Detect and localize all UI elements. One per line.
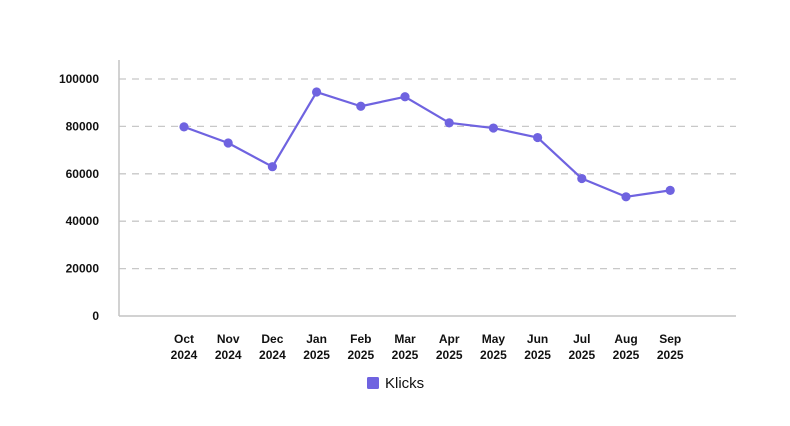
data-point — [179, 122, 189, 132]
y-tick-label: 40000 — [66, 214, 100, 228]
x-tick-label-year: 2025 — [436, 348, 463, 362]
data-point — [223, 138, 233, 148]
x-tick-label-month: Feb — [350, 332, 371, 346]
axis-layer: 0 20000 40000 60000 80000 100000 Oct 2024 Nov 202… — [59, 60, 736, 362]
x-tick-label-month: Dec — [261, 332, 283, 346]
y-tick-label: 80000 — [66, 119, 100, 133]
x-tick-label-year: 2025 — [568, 348, 595, 362]
data-point — [621, 192, 631, 202]
x-tick-label-month: Sep — [659, 332, 681, 346]
x-tick-label-year: 2025 — [392, 348, 419, 362]
legend-swatch — [367, 377, 379, 389]
legend-label: Klicks — [385, 375, 424, 392]
data-point — [356, 101, 366, 111]
grid-layer — [119, 78, 736, 270]
x-tick-label-month: Jan — [306, 332, 327, 346]
x-tick-label-month: Jun — [527, 332, 548, 346]
data-point — [533, 132, 543, 143]
x-tick-label-month: May — [482, 332, 506, 346]
series-layer — [179, 87, 675, 202]
x-tick-label-year: 2025 — [480, 348, 507, 362]
data-point — [444, 118, 454, 128]
x-tick-label-year: 2025 — [524, 348, 551, 362]
data-point — [400, 92, 410, 102]
legend: Klicks — [367, 375, 424, 392]
x-tick-label-month: Mar — [394, 332, 416, 346]
x-tick-label-month: Nov — [217, 332, 240, 346]
data-point — [488, 123, 498, 133]
data-point — [665, 185, 675, 195]
y-tick-label: 20000 — [66, 262, 100, 276]
y-tick-label: 60000 — [66, 167, 100, 181]
x-tick-label-year: 2025 — [303, 348, 330, 362]
x-tick-label-year: 2024 — [215, 348, 242, 362]
y-tick-label: 0 — [92, 309, 99, 323]
x-tick-label-month: Jul — [573, 332, 590, 346]
x-tick-label-year: 2024 — [171, 348, 198, 362]
data-point — [312, 87, 322, 97]
x-tick-label-year: 2024 — [259, 348, 286, 362]
x-tick-label-year: 2025 — [613, 348, 640, 362]
x-tick-label-year: 2025 — [347, 348, 374, 362]
y-tick-label: 100000 — [59, 72, 99, 86]
x-tick-label-month: Aug — [614, 332, 637, 346]
data-point — [577, 173, 587, 184]
x-tick-label-month: Apr — [439, 332, 460, 346]
series-line-klicks — [183, 90, 671, 198]
data-point — [267, 162, 277, 172]
x-tick-label-year: 2025 — [657, 348, 684, 362]
x-tick-label-month: Oct — [174, 332, 194, 346]
